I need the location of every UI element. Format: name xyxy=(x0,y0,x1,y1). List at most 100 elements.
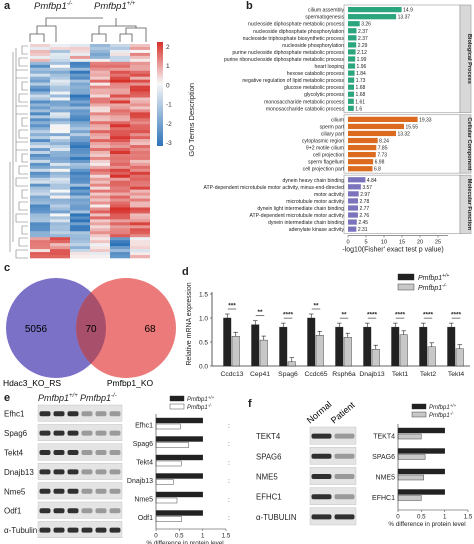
blot-e-band xyxy=(67,411,79,417)
heatmap-cell xyxy=(50,142,70,146)
heatmap-cell xyxy=(130,225,150,229)
heatmap-cell xyxy=(30,44,50,48)
heatmap-cell xyxy=(50,121,70,125)
go-term-value: 1.68 xyxy=(356,92,366,98)
heatmap-cell xyxy=(70,46,90,51)
heatmap-cell xyxy=(70,180,90,184)
protein-f-legend-swatch xyxy=(411,403,427,410)
protein-f-category-label: TEKT4 xyxy=(373,433,395,440)
heatmap-cell xyxy=(90,171,110,176)
heatmap-cell xyxy=(30,186,50,190)
heatmap-cell xyxy=(130,189,150,193)
heatmap-cell xyxy=(70,76,90,80)
qpcr-sig-stars: **** xyxy=(367,312,378,319)
heatmap-cell xyxy=(130,177,150,182)
heatmap-cell xyxy=(50,165,70,170)
heatmap-cell xyxy=(30,115,50,119)
heatmap-cell xyxy=(30,207,50,211)
heatmap-cell xyxy=(130,124,150,128)
blot-f-band xyxy=(334,494,355,500)
heatmap-cell xyxy=(130,88,150,92)
blot-e-band xyxy=(81,508,93,514)
heatmap-cell xyxy=(70,225,90,229)
heatmap-cell xyxy=(110,142,130,146)
protein-f-x-tick-label: 0 xyxy=(396,514,400,521)
blot-e-band xyxy=(67,469,79,475)
heatmap-cell xyxy=(130,153,150,158)
heatmap-cell xyxy=(90,225,110,229)
go-term-value: 2.77 xyxy=(359,206,369,212)
go-term-bar xyxy=(348,219,357,225)
heatmap-cell xyxy=(110,52,130,57)
blot-e-band xyxy=(53,430,65,436)
heatmap-cell xyxy=(30,183,50,187)
heatmap-cell xyxy=(110,112,130,116)
go-term-label: negative regulation of lipid metabolic p… xyxy=(242,78,344,84)
heatmap-cell xyxy=(50,64,70,69)
heatmap-cell xyxy=(70,130,90,134)
heatmap-cell xyxy=(130,151,150,155)
go-term-label: purine nucleoside diphosphate metabolic … xyxy=(232,50,344,56)
panel-b-label: b xyxy=(246,0,253,12)
blot-e-band xyxy=(53,469,65,475)
blot-e-strip xyxy=(37,443,123,461)
heatmap-cell xyxy=(50,151,70,155)
heatmap-dendrogram xyxy=(29,17,147,42)
heatmap-cell xyxy=(70,195,90,199)
venn-overlap-count: 70 xyxy=(85,324,97,335)
heatmap-cell xyxy=(130,97,150,101)
heatmap-header-ko: Pmfbp1-/- xyxy=(34,1,72,12)
heatmap-cell xyxy=(50,249,70,253)
heatmap-cell xyxy=(30,255,50,259)
go-term-bar xyxy=(348,144,377,151)
protein-f-legend-sup: +/+ xyxy=(450,403,457,408)
heatmap-cell xyxy=(70,153,90,158)
heatmap-cell xyxy=(50,189,70,193)
heatmap-cell xyxy=(130,94,150,98)
blot-e-band xyxy=(109,508,121,514)
heatmap-cell xyxy=(70,255,90,259)
heatmap-cell xyxy=(70,58,90,63)
heatmap-cell xyxy=(90,58,110,63)
heatmap-cell xyxy=(50,180,70,184)
heatmap-cell xyxy=(110,153,130,158)
heatmap-cell xyxy=(70,100,90,104)
blot-e-band xyxy=(81,411,93,417)
heatmap-cell xyxy=(110,70,130,75)
heatmap-cell xyxy=(90,46,110,51)
heatmap-cell xyxy=(30,139,50,143)
heatmap-cell xyxy=(90,174,110,179)
protein-e-x-tick-label: 1 xyxy=(201,533,205,540)
go-term-value: 14.9 xyxy=(403,8,413,14)
heatmap-cell xyxy=(130,76,150,80)
heatmap-cell xyxy=(90,222,110,226)
heatmap-cell xyxy=(90,231,110,235)
blot-e-band xyxy=(53,488,65,494)
heatmap-cell xyxy=(30,91,50,95)
heatmap-cell xyxy=(130,192,150,196)
heatmap-cell xyxy=(30,237,50,241)
blot-e-band xyxy=(39,430,51,436)
heatmap-cell xyxy=(50,237,70,241)
heatmap-cell xyxy=(90,252,110,256)
blot-e-header-ko: Pmfbp1-/- xyxy=(80,393,117,403)
heatmap-cell xyxy=(30,127,50,131)
blot-e-band xyxy=(109,450,121,455)
protein-f-legend-label: Pmfbp1+/+ xyxy=(429,403,457,412)
blot-e-band xyxy=(95,488,107,494)
heatmap-cell xyxy=(50,52,70,57)
protein-e-bar xyxy=(155,497,178,504)
heatmap-cell xyxy=(50,162,70,167)
protein-f-bar xyxy=(397,448,445,454)
go-term-value: 2.76 xyxy=(359,213,369,219)
heatmap-cell xyxy=(110,201,130,205)
heatmap-cell xyxy=(90,207,110,211)
heatmap-cell xyxy=(130,73,150,77)
heatmap-cell xyxy=(130,145,150,149)
blot-e-band xyxy=(67,430,79,436)
heatmap-cell xyxy=(110,252,130,256)
qpcr-sig-stars: ** xyxy=(257,309,263,316)
protein-e-bar xyxy=(155,442,189,448)
go-term-bar xyxy=(348,130,396,137)
heatmap-cell xyxy=(70,139,90,143)
